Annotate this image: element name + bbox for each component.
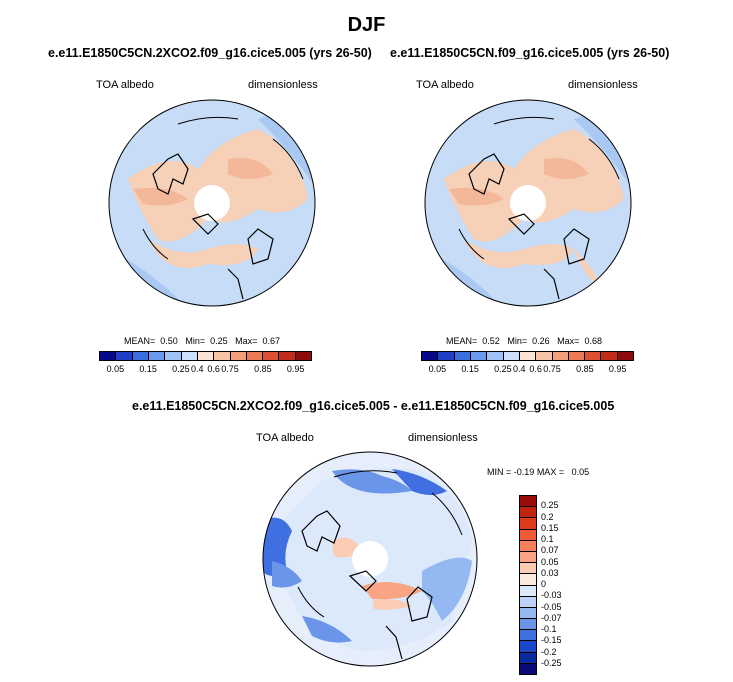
colorbar-swatch: [520, 619, 536, 631]
colorbar-tick-label: 0.75: [543, 364, 561, 374]
colorbar-swatch: [520, 607, 536, 620]
colorbar-tick-label: 0.1: [541, 534, 554, 544]
colorbar-swatch: [520, 585, 536, 597]
colorbar-swatch: [214, 352, 231, 360]
colorbar-swatch: [487, 352, 504, 360]
colorbar-swatch: [503, 352, 520, 360]
colorbar-swatch: [132, 352, 149, 360]
colorbar-swatch: [520, 496, 536, 508]
colorbar-tick-label: 0.4: [191, 364, 204, 374]
colorbar-swatch: [100, 352, 117, 360]
colorbar-tick-label: 0.15: [139, 364, 157, 374]
colorbar-tick-label: 0.05: [541, 556, 559, 567]
panel2-colorbar-ticks: 0.05 0.15 0.25 0.4 0.6 0.75 0.85 0.95: [421, 364, 634, 376]
panel2-stats: MEAN= 0.52 Min= 0.26 Max= 0.68: [446, 336, 602, 346]
colorbar-swatch: [520, 507, 536, 519]
panel1-units-label: dimensionless: [248, 79, 318, 91]
colorbar-swatch: [520, 518, 536, 530]
colorbar-swatch: [165, 352, 182, 360]
colorbar-tick-label: -0.25: [541, 657, 562, 668]
colorbar-swatch: [585, 352, 602, 360]
colorbar-tick-label: 0.95: [608, 364, 627, 374]
colorbar-swatch: [454, 352, 471, 360]
colorbar-tick-label: 0.25: [172, 364, 190, 374]
colorbar-swatch: [601, 352, 618, 360]
diff-units-label: dimensionless: [408, 432, 478, 444]
colorbar-tick-label: 0.95: [286, 364, 305, 374]
panel2-colorbar: [421, 351, 634, 361]
colorbar-tick-label: 0.6: [207, 364, 220, 374]
colorbar-swatch: [520, 652, 536, 664]
colorbar-swatch: [197, 352, 215, 360]
colorbar-tick-label: 0.25: [494, 364, 512, 374]
colorbar-tick-label: 0.15: [461, 364, 479, 374]
colorbar-swatch: [116, 352, 133, 360]
colorbar-swatch: [422, 352, 439, 360]
colorbar-swatch: [617, 352, 634, 360]
colorbar-tick-label: -0.15: [541, 635, 562, 646]
colorbar-tick-label: -0.07: [541, 612, 562, 623]
colorbar-swatch: [279, 352, 296, 360]
colorbar-swatch: [438, 352, 455, 360]
colorbar-swatch: [263, 352, 280, 360]
colorbar-tick-label: -0.03: [541, 590, 562, 601]
panel2-variable-label: TOA albedo: [416, 79, 474, 91]
colorbar-swatch: [148, 352, 166, 360]
colorbar-tick-label: 0.05: [106, 364, 125, 374]
panel1-polar-map: [108, 99, 316, 307]
colorbar-swatch: [519, 352, 537, 360]
colorbar-swatch: [520, 641, 536, 653]
figure-title: DJF: [347, 14, 386, 36]
panel2-polar-map: [424, 99, 632, 307]
colorbar-swatch: [520, 630, 536, 642]
colorbar-tick-label: -0.05: [541, 601, 562, 612]
panel1-case-title: e.e11.E1850C5CN.2XCO2.f09_g16.cice5.005 …: [48, 46, 372, 60]
colorbar-swatch: [520, 574, 536, 586]
diff-stats: MIN = -0.19 MAX = 0.05: [487, 467, 590, 477]
panel1-variable-label: TOA albedo: [96, 79, 154, 91]
colorbar-swatch: [246, 352, 264, 360]
colorbar-swatch: [520, 596, 536, 608]
colorbar-swatch: [181, 352, 198, 360]
colorbar-swatch: [552, 352, 569, 360]
colorbar-tick-label: 0.85: [254, 364, 272, 374]
diff-variable-label: TOA albedo: [256, 432, 314, 444]
colorbar-swatch: [520, 529, 536, 541]
colorbar-tick-label: 0: [541, 579, 547, 589]
colorbar-tick-label: 0.85: [576, 364, 594, 374]
diff-polar-map: [262, 451, 478, 667]
colorbar-swatch: [536, 352, 553, 360]
colorbar-tick-label: 0.05: [428, 364, 447, 374]
colorbar-tick-label: -0.2: [541, 646, 557, 657]
colorbar-tick-label: 0.4: [513, 364, 526, 374]
colorbar-tick-label: 0.03: [541, 567, 559, 578]
diff-colorbar: [519, 495, 537, 675]
panel1-stats: MEAN= 0.50 Min= 0.25 Max= 0.67: [124, 336, 280, 346]
colorbar-swatch: [230, 352, 247, 360]
panel2-case-title: e.e11.E1850C5CN.f09_g16.cice5.005 (yrs 2…: [390, 46, 670, 60]
colorbar-tick-label: 0.07: [541, 545, 559, 556]
diff-colorbar-ticks: 0.25 0.2 0.15 0.1 0.07 0.05 0.03 0 -0.03 -0.05 -0.…: [541, 495, 581, 675]
colorbar-swatch: [520, 540, 536, 552]
colorbar-tick-label: 0.15: [541, 522, 559, 533]
colorbar-swatch: [520, 551, 536, 564]
colorbar-swatch: [520, 563, 536, 575]
panel1-colorbar-ticks: 0.05 0.15 0.25 0.4 0.6 0.75 0.85 0.95: [99, 364, 312, 376]
colorbar-swatch: [568, 352, 586, 360]
colorbar-swatch: [520, 663, 536, 674]
colorbar-swatch: [470, 352, 488, 360]
colorbar-tick-label: 0.6: [529, 364, 542, 374]
colorbar-tick-label: 0.25: [541, 500, 559, 511]
colorbar-tick-label: 0.2: [541, 511, 554, 522]
colorbar-tick-label: 0.75: [221, 364, 239, 374]
colorbar-swatch: [295, 352, 312, 360]
diff-case-title: e.e11.E1850C5CN.2XCO2.f09_g16.cice5.005 …: [132, 399, 615, 413]
panel2-units-label: dimensionless: [568, 79, 638, 91]
panel1-colorbar: [99, 351, 312, 361]
colorbar-tick-label: -0.1: [541, 624, 557, 634]
